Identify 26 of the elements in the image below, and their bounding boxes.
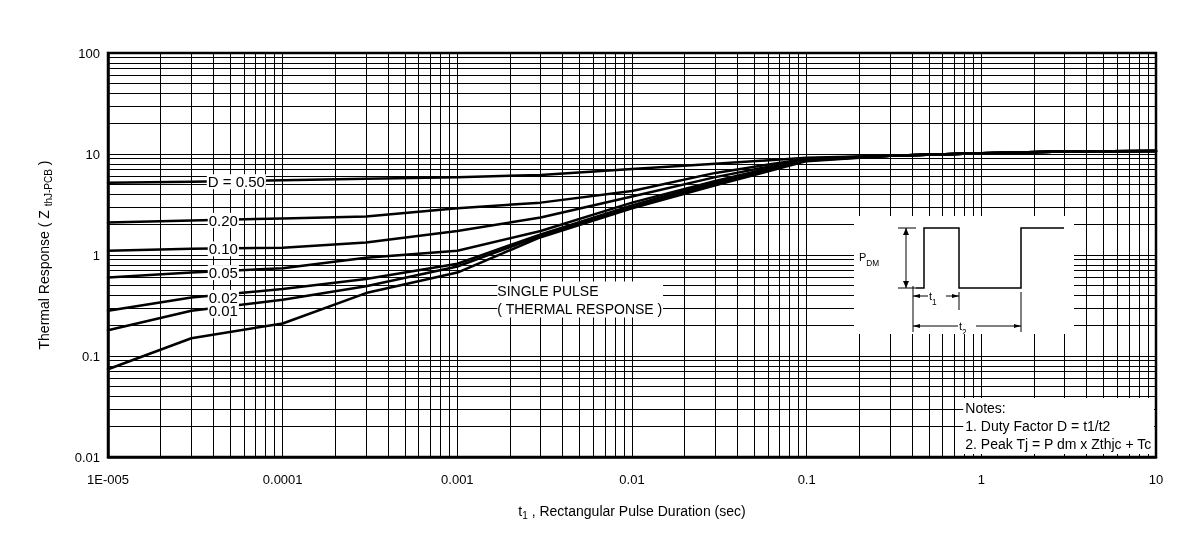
x-tick-label: 1 [977, 472, 985, 487]
annotation: t$_{1}$ [929, 290, 938, 307]
x-tick-label: 0.1 [797, 472, 816, 487]
annotation: 2. Peak Tj = P dm x Zthjc + Tc [965, 436, 1152, 452]
x-tick-label: 0.001 [441, 472, 474, 487]
y-tick-label: 10 [85, 146, 100, 162]
series-label: 0.10 [208, 240, 238, 258]
annotation: t$_{2}$ [959, 320, 968, 337]
series-label: 0.05 [208, 264, 238, 282]
y-tick-label: 0.1 [81, 348, 100, 364]
y-tick-label: 1 [92, 247, 100, 263]
y-tick-label: 100 [78, 45, 100, 61]
x-tick-label: 1E-005 [87, 472, 129, 487]
y-tick-label: 0.01 [74, 449, 100, 465]
x-tick-label: 0.0001 [262, 472, 303, 487]
annotation: 1. Duty Factor D = t1/t2 [965, 418, 1111, 434]
series-label: 0.02 [208, 288, 238, 306]
series-label: 0.01 [208, 302, 238, 320]
series-label: D = 0.50 [207, 173, 265, 191]
y-axis-title: Thermal Response ( Z thJ-PCB ) [36, 160, 54, 350]
x-tick-label: 0.01 [619, 472, 645, 487]
annotation: P$_{DM}$ [859, 251, 880, 268]
series-label: 0.20 [208, 211, 238, 229]
annotation: Notes: [965, 400, 1006, 416]
series-label: SINGLE PULSE ( THERMAL RESPONSE ) [497, 282, 663, 317]
x-tick-label: 10 [1148, 472, 1164, 487]
